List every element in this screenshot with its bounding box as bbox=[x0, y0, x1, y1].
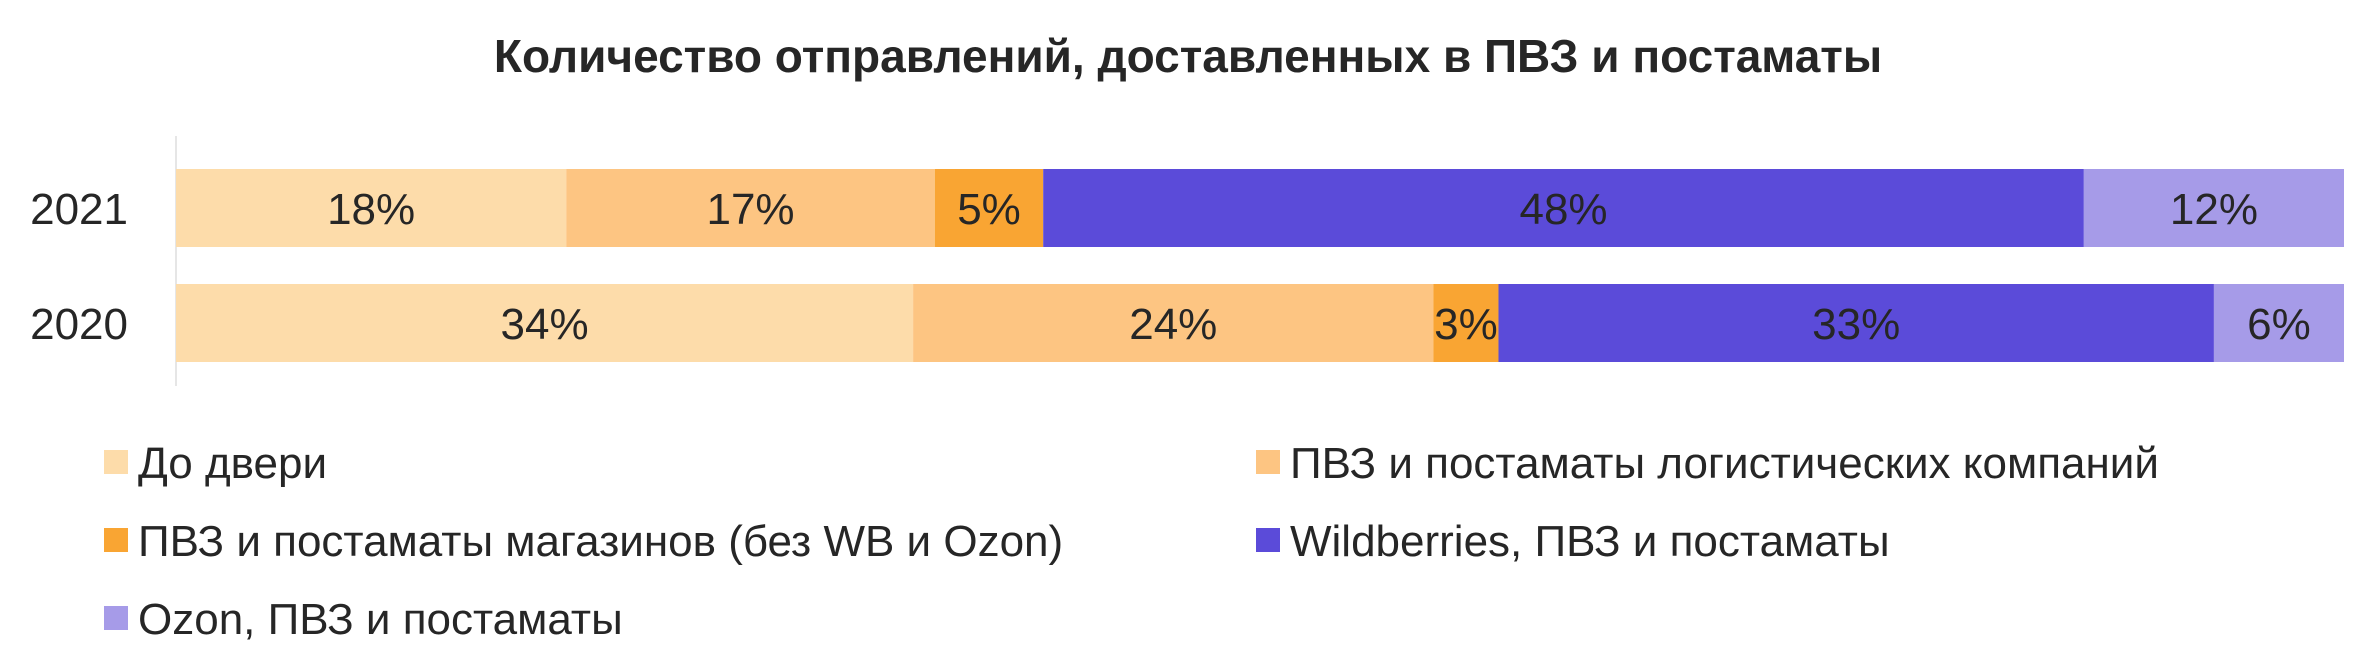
legend: До двери ПВЗ и постаматы логистических ко… bbox=[104, 439, 2159, 644]
legend-swatch bbox=[104, 450, 128, 474]
bar-data-label: 3% bbox=[1434, 300, 1498, 349]
legend-label: До двери bbox=[138, 439, 327, 488]
legend-label: Ozon, ПВЗ и постаматы bbox=[138, 595, 623, 644]
bar-segment bbox=[1498, 284, 2214, 362]
chart-title: Количество отправлений, доставленных в П… bbox=[494, 30, 1882, 82]
legend-swatch bbox=[104, 606, 128, 630]
bar-segment bbox=[566, 169, 935, 247]
bar-segment bbox=[934, 169, 1044, 247]
bar-segment bbox=[176, 169, 567, 247]
legend-label: ПВЗ и постаматы логистических компаний bbox=[1290, 439, 2159, 488]
bar-data-labels: 18% 17% 5% 48% 12% 34% 24% 3% 33% 6% bbox=[327, 185, 2311, 349]
bar-segment bbox=[1433, 284, 1499, 362]
bar-data-label: 24% bbox=[1129, 300, 1217, 349]
legend-swatch bbox=[1256, 450, 1280, 474]
legend-label: Wildberries, ПВЗ и постаматы bbox=[1290, 517, 1890, 566]
bar-segment bbox=[1043, 169, 2084, 247]
bar-data-label: 34% bbox=[501, 300, 589, 349]
bar-segment bbox=[176, 284, 914, 362]
bar-data-label: 33% bbox=[1812, 300, 1900, 349]
bar-data-label: 6% bbox=[2247, 300, 2311, 349]
bar-data-label: 12% bbox=[2170, 185, 2258, 234]
bar-segment bbox=[2213, 284, 2344, 362]
bar-segments bbox=[176, 169, 2344, 362]
bar-data-label: 48% bbox=[1519, 185, 1607, 234]
bar-data-label: 17% bbox=[706, 185, 794, 234]
legend-swatch bbox=[104, 528, 128, 552]
category-label: 2021 bbox=[30, 185, 128, 234]
legend-swatch bbox=[1256, 528, 1280, 552]
bar-data-label: 18% bbox=[327, 185, 415, 234]
bar-segment bbox=[913, 284, 1434, 362]
category-labels: 2021 2020 bbox=[30, 185, 128, 349]
bar-data-label: 5% bbox=[957, 185, 1021, 234]
bar-segment bbox=[2083, 169, 2344, 247]
legend-label: ПВЗ и постаматы магазинов (без WB и Ozon… bbox=[138, 517, 1063, 566]
category-label: 2020 bbox=[30, 300, 128, 349]
